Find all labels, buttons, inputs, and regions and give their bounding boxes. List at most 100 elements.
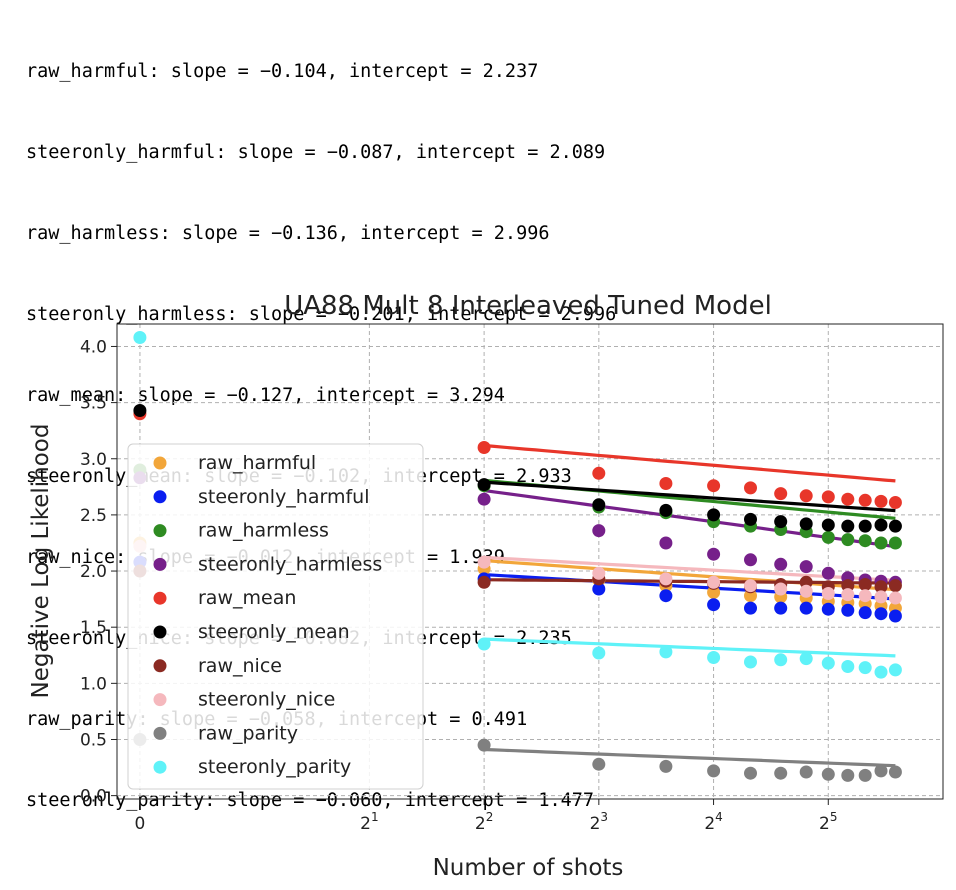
point-steeronly_mean xyxy=(592,498,606,512)
printout-line: raw_mean: slope = −0.127, intercept = 3.… xyxy=(26,385,505,406)
legend-marker-steeronly_mean xyxy=(153,625,167,639)
legend-label-steeronly_parity: steeronly_parity xyxy=(198,756,351,778)
fit-lines xyxy=(483,443,896,768)
point-raw_mean xyxy=(799,489,813,503)
point-steeronly_mean xyxy=(659,503,673,517)
point-steeronly_harmless xyxy=(707,547,721,561)
point-steeronly_nice xyxy=(744,579,757,593)
y-tick-label: 0.0 xyxy=(80,787,107,807)
point-steeronly_mean xyxy=(888,519,902,533)
point-raw_harmless xyxy=(874,536,888,550)
y-tick-label: 1.0 xyxy=(80,674,107,694)
point-raw_parity xyxy=(888,765,902,779)
point-raw_parity xyxy=(821,767,835,781)
y-tick-label: 2.0 xyxy=(80,562,107,582)
x-tick-label: 0 xyxy=(135,814,146,834)
point-steeronly_parity xyxy=(841,660,855,673)
point-steeronly_mean xyxy=(707,508,721,522)
point-steeronly_harmless xyxy=(799,560,813,574)
y-tick-label: 0.5 xyxy=(80,730,107,750)
point-steeronly_harmless xyxy=(592,524,606,538)
point-steeronly_mean xyxy=(744,512,757,526)
point-steeronly_harmful xyxy=(659,589,673,603)
x-tick-label: 21 xyxy=(360,810,378,834)
legend-label-steeronly_harmful: steeronly_harmful xyxy=(198,486,370,508)
legend-marker-steeronly_harmful xyxy=(153,490,167,504)
point-steeronly_mean xyxy=(858,519,872,533)
point-steeronly_parity xyxy=(707,651,721,664)
plot-frame xyxy=(116,323,944,800)
point-raw_mean xyxy=(744,481,757,495)
point-steeronly_parity xyxy=(133,331,147,344)
point-raw_nice xyxy=(799,575,813,589)
point-steeronly_nice xyxy=(774,582,788,596)
grid xyxy=(117,324,943,799)
point-raw_nice xyxy=(874,580,888,594)
legend-label-steeronly_nice: steeronly_nice xyxy=(198,689,335,711)
point-steeronly_nice xyxy=(659,572,673,586)
point-raw_nice xyxy=(888,579,902,593)
legend-marker-steeronly_harmless xyxy=(153,557,167,571)
point-steeronly_harmful xyxy=(799,601,813,615)
chart: UA88 Mult 8 Interleaved Tuned Model 0.00… xyxy=(28,291,944,881)
legend-label-raw_nice: raw_nice xyxy=(198,655,282,677)
point-steeronly_parity xyxy=(858,661,872,675)
point-raw_parity xyxy=(592,757,606,771)
point-raw_parity xyxy=(744,766,757,780)
legend-label-raw_parity: raw_parity xyxy=(198,722,298,744)
point-raw_mean xyxy=(707,479,721,493)
y-tick-label: 4.0 xyxy=(80,337,107,357)
x-axis-ticks: 0 21 22 23 24 25 xyxy=(135,799,838,834)
point-raw_parity xyxy=(659,759,673,773)
point-raw_parity xyxy=(707,764,721,778)
point-raw_nice xyxy=(477,575,491,589)
point-steeronly_nice xyxy=(592,566,606,580)
point-raw_parity xyxy=(858,768,872,782)
point-steeronly_mean xyxy=(841,519,855,533)
fit-line-raw_mean xyxy=(483,443,896,483)
point-steeronly_nice xyxy=(841,588,855,602)
point-raw_nice xyxy=(841,579,855,593)
legend-marker-raw_harmful xyxy=(153,456,167,470)
point-raw_parity xyxy=(774,766,788,780)
point-steeronly_nice xyxy=(888,591,902,605)
point-raw_harmless xyxy=(858,534,872,548)
point-steeronly_harmless xyxy=(659,536,673,550)
point-raw_mean xyxy=(774,487,788,501)
x-tick-label: 24 xyxy=(704,810,722,834)
point-steeronly_mean xyxy=(133,404,147,417)
point-raw_parity xyxy=(477,738,491,752)
legend-label-steeronly_mean: steeronly_mean xyxy=(198,621,350,643)
point-steeronly_harmless xyxy=(477,492,491,506)
point-steeronly_mean xyxy=(799,517,813,531)
y-tick-label: 3.0 xyxy=(80,450,107,470)
legend-marker-raw_mean xyxy=(153,591,167,605)
point-raw_mean xyxy=(659,477,673,490)
point-steeronly_nice xyxy=(707,575,721,589)
legend-label-raw_mean: raw_mean xyxy=(198,587,296,609)
point-raw_harmless xyxy=(888,536,902,550)
point-steeronly_parity xyxy=(774,653,788,667)
point-steeronly_nice xyxy=(874,590,888,604)
point-steeronly_nice xyxy=(477,555,491,569)
legend-marker-raw_nice xyxy=(153,659,167,673)
point-steeronly_harmless xyxy=(774,557,788,571)
legend-label-raw_harmless: raw_harmless xyxy=(198,520,329,542)
point-raw_harmless xyxy=(841,533,855,547)
point-raw_mean xyxy=(841,492,855,506)
x-tick-label: 22 xyxy=(475,810,493,834)
x-tick-label: 23 xyxy=(590,810,608,834)
point-raw_mean xyxy=(592,466,606,480)
point-steeronly_parity xyxy=(874,665,888,679)
point-raw_mean xyxy=(858,493,872,507)
fit-line-steeronly_mean xyxy=(483,480,896,513)
point-steeronly_harmful xyxy=(841,603,855,617)
point-raw_parity xyxy=(799,765,813,779)
point-steeronly_mean xyxy=(477,478,491,492)
point-raw_mean xyxy=(874,494,888,508)
point-steeronly_harmful xyxy=(592,582,606,596)
data-points xyxy=(133,331,902,782)
y-tick-label: 1.5 xyxy=(80,618,107,638)
y-tick-label: 2.5 xyxy=(80,506,107,526)
legend-marker-raw_parity xyxy=(153,726,167,740)
